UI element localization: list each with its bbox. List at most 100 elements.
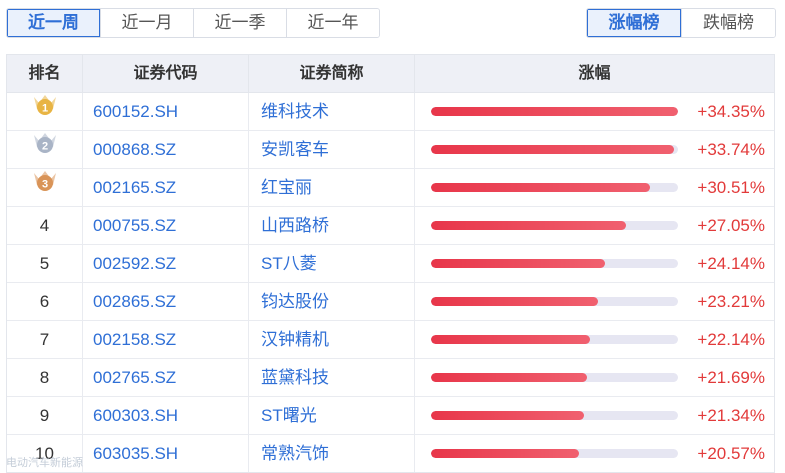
change-bar-fill — [431, 259, 605, 268]
rank-cell: 4 — [7, 207, 82, 244]
change-cell: +27.05% — [414, 207, 774, 244]
change-percent: +23.21% — [697, 292, 765, 311]
change-bar-fill — [431, 449, 579, 458]
tab-1m[interactable]: 近一月 — [100, 9, 193, 37]
change-cell: +22.14% — [414, 321, 774, 358]
change-bar-fill — [431, 183, 651, 192]
stock-name-link[interactable]: ST八菱 — [248, 245, 414, 282]
tab-1w[interactable]: 近一周 — [7, 9, 100, 37]
svg-text:3: 3 — [41, 178, 47, 190]
table-row[interactable]: 6 002865.SZ 钧达股份 +23.21% — [7, 283, 774, 321]
gold-medal-icon: 1 — [32, 93, 58, 130]
ranking-table: 排名 证券代码 证券简称 涨幅 1 600152.SH 维科技术 +34.35% 2 00… — [6, 54, 775, 473]
stock-name-link[interactable]: ST曙光 — [248, 397, 414, 434]
tab-losers[interactable]: 跌幅榜 — [681, 9, 775, 37]
rank-cell: 1 — [7, 93, 82, 130]
rank-tab-group: 涨幅榜 跌幅榜 — [586, 8, 776, 38]
silver-medal-icon: 2 — [32, 131, 58, 168]
stock-code-link[interactable]: 002865.SZ — [82, 283, 248, 320]
table-row[interactable]: 7 002158.SZ 汉钟精机 +22.14% — [7, 321, 774, 359]
period-tab-group: 近一周 近一月 近一季 近一年 — [6, 8, 380, 38]
table-header: 排名 证券代码 证券简称 涨幅 — [7, 55, 774, 93]
rank-cell: 8 — [7, 359, 82, 396]
table-row[interactable]: 2 000868.SZ 安凯客车 +33.74% — [7, 131, 774, 169]
rank-cell: 10 — [7, 435, 82, 472]
change-bar-track — [431, 449, 678, 458]
stock-code-link[interactable]: 002158.SZ — [82, 321, 248, 358]
rank-cell: 6 — [7, 283, 82, 320]
change-cell: +21.69% — [414, 359, 774, 396]
rank-number: 10 — [35, 444, 54, 463]
table-body: 1 600152.SH 维科技术 +34.35% 2 000868.SZ 安凯客车 +33.7… — [7, 93, 774, 472]
change-bar-track — [431, 145, 678, 154]
change-cell: +20.57% — [414, 435, 774, 472]
table-row[interactable]: 1 600152.SH 维科技术 +34.35% — [7, 93, 774, 131]
header-code: 证券代码 — [82, 55, 248, 92]
tab-1q[interactable]: 近一季 — [193, 9, 286, 37]
rank-number: 9 — [39, 406, 50, 425]
rank-number: 4 — [39, 216, 50, 235]
table-row[interactable]: 9 600303.SH ST曙光 +21.34% — [7, 397, 774, 435]
stock-name-link[interactable]: 常熟汽饰 — [248, 435, 414, 472]
change-bar-track — [431, 107, 678, 116]
change-percent: +21.34% — [697, 406, 765, 425]
tab-1y[interactable]: 近一年 — [286, 9, 379, 37]
change-bar-track — [431, 335, 678, 344]
change-bar-fill — [431, 107, 678, 116]
header-rank: 排名 — [28, 65, 61, 82]
change-bar-track — [431, 183, 678, 192]
stock-code-link[interactable]: 002592.SZ — [82, 245, 248, 282]
bronze-medal-icon: 3 — [32, 169, 58, 206]
change-percent: +24.14% — [697, 254, 765, 273]
table-row[interactable]: 3 002165.SZ 红宝丽 +30.51% — [7, 169, 774, 207]
stock-name-link[interactable]: 钧达股份 — [248, 283, 414, 320]
table-row[interactable]: 4 000755.SZ 山西路桥 +27.05% — [7, 207, 774, 245]
header-name: 证券简称 — [248, 55, 414, 92]
change-bar-fill — [431, 221, 626, 230]
rank-cell: 5 — [7, 245, 82, 282]
stock-code-link[interactable]: 000868.SZ — [82, 131, 248, 168]
change-bar-fill — [431, 335, 591, 344]
change-cell: +23.21% — [414, 283, 774, 320]
stock-code-link[interactable]: 002165.SZ — [82, 169, 248, 206]
rank-number: 6 — [39, 292, 50, 311]
stock-code-link[interactable]: 000755.SZ — [82, 207, 248, 244]
rank-number: 8 — [39, 368, 50, 387]
change-percent: +33.74% — [697, 140, 765, 159]
stock-code-link[interactable]: 603035.SH — [82, 435, 248, 472]
change-percent: +20.57% — [697, 444, 765, 463]
change-bar-fill — [431, 411, 585, 420]
stock-name-link[interactable]: 汉钟精机 — [248, 321, 414, 358]
stock-name-link[interactable]: 红宝丽 — [248, 169, 414, 206]
change-percent: +21.69% — [697, 368, 765, 387]
change-cell: +30.51% — [414, 169, 774, 206]
stock-code-link[interactable]: 002765.SZ — [82, 359, 248, 396]
change-bar-fill — [431, 297, 598, 306]
stock-code-link[interactable]: 600152.SH — [82, 93, 248, 130]
stock-name-link[interactable]: 蓝黛科技 — [248, 359, 414, 396]
stock-name-link[interactable]: 安凯客车 — [248, 131, 414, 168]
change-cell: +33.74% — [414, 131, 774, 168]
change-bar-track — [431, 373, 678, 382]
rank-number: 7 — [39, 330, 50, 349]
tab-gainers[interactable]: 涨幅榜 — [587, 9, 681, 37]
table-row[interactable]: 8 002765.SZ 蓝黛科技 +21.69% — [7, 359, 774, 397]
stock-code-link[interactable]: 600303.SH — [82, 397, 248, 434]
stock-name-link[interactable]: 山西路桥 — [248, 207, 414, 244]
rank-number: 5 — [39, 254, 50, 273]
change-cell: +24.14% — [414, 245, 774, 282]
svg-text:2: 2 — [41, 140, 47, 152]
change-percent: +34.35% — [697, 102, 765, 121]
change-cell: +34.35% — [414, 93, 774, 130]
rank-cell: 3 — [7, 169, 82, 206]
table-row[interactable]: 5 002592.SZ ST八菱 +24.14% — [7, 245, 774, 283]
rank-cell: 7 — [7, 321, 82, 358]
change-percent: +30.51% — [697, 178, 765, 197]
rank-cell: 9 — [7, 397, 82, 434]
table-row[interactable]: 10 603035.SH 常熟汽饰 +20.57% — [7, 435, 774, 472]
stock-name-link[interactable]: 维科技术 — [248, 93, 414, 130]
change-cell: +21.34% — [414, 397, 774, 434]
watermark: 电动汽车新能源 — [6, 457, 83, 469]
change-bar-track — [431, 259, 678, 268]
svg-text:1: 1 — [41, 102, 47, 114]
